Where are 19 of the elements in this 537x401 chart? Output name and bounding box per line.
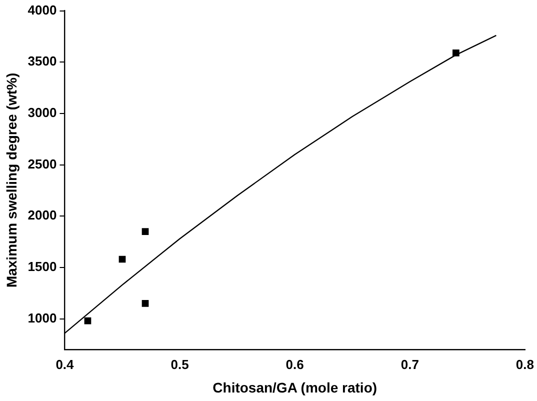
y-tick-label: 3500	[28, 54, 57, 69]
point	[142, 300, 149, 307]
x-tick-label: 0.5	[170, 356, 189, 372]
y-tick-label: 2000	[28, 208, 57, 223]
x-tick-label: 0.7	[400, 356, 419, 372]
y-axis-title: Maximum swelling degree (wt%)	[3, 72, 20, 288]
point	[142, 228, 149, 235]
x-tick-label: 0.4	[56, 356, 75, 372]
y-tick-label: 1000	[28, 310, 57, 326]
y-tick-label: 4000	[28, 2, 57, 18]
y-tick-label: 3000	[28, 105, 57, 120]
y-tick-label: 2500	[28, 156, 57, 172]
x-tick-label: 0.8	[516, 356, 534, 372]
y-tick-label: 1500	[28, 259, 57, 274]
point	[118, 256, 126, 263]
point	[84, 317, 92, 324]
point	[452, 49, 460, 56]
x-axis-title: Chitosan/GA (mole ratio)	[212, 379, 378, 396]
x-tick-label: 0.6	[286, 356, 304, 372]
